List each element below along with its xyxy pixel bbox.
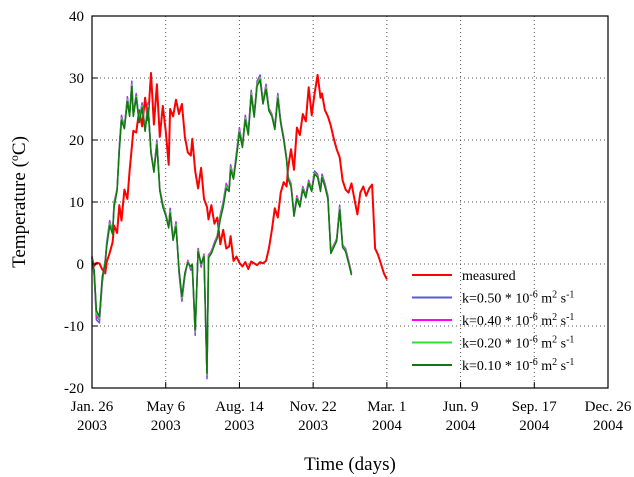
y-tick-label: 20 [69,133,84,149]
series-lines [91,72,388,380]
x-tick-year: 2003 [151,418,181,434]
y-tick-label: 30 [69,71,84,87]
x-tick-label: Dec. 26 [585,399,632,415]
x-tick-year: 2004 [519,418,550,434]
legend-label-2: k=0.40 * 10-6 m2 s-1 [462,312,574,329]
y-tick-label: -10 [64,319,84,335]
series-line-0 [91,72,388,280]
x-tick-label: May 6 [146,399,185,415]
x-tick-label: Sep. 17 [512,399,558,415]
x-tick-label: Mar. 1 [367,399,406,415]
y-tick-label: -20 [64,381,84,397]
y-tick-label: 10 [69,195,84,211]
axis-ticks: -20 -10 0 10 20 30 40 Jan. 26 2003 May 6 2003 Aug. … [64,9,632,434]
x-tick-year: 2004 [593,418,624,434]
legend-label-0: measured [462,269,516,284]
series-line-3 [91,76,353,377]
x-tick-label: Jan. 26 [71,399,114,415]
grid [92,16,608,388]
legend-label-3: k=0.20 * 10-6 m2 s-1 [462,335,574,352]
legend: measured k=0.50 * 10-6 m2 s-1 k=0.40 * 10-… [412,269,574,374]
y-tick-label: 0 [77,257,85,273]
y-tick-label: 40 [69,9,84,25]
x-tick-year: 2003 [224,418,254,434]
series-line-4 [91,79,353,374]
x-tick-year: 2003 [298,418,328,434]
legend-label-1: k=0.50 * 10-6 m2 s-1 [462,290,574,307]
x-tick-label: Jun. 9 [443,399,479,415]
plot-frame [91,15,609,389]
series-line-2 [91,75,353,378]
series-line-1 [91,74,353,380]
x-tick-year: 2004 [372,418,403,434]
legend-label-4: k=0.10 * 10-6 m2 s-1 [462,357,574,374]
x-tick-label: Nov. 22 [289,399,336,415]
x-axis-label: Time (days) [304,454,396,475]
x-tick-year: 2004 [446,418,477,434]
x-tick-label: Aug. 14 [215,399,264,415]
x-tick-year: 2003 [77,418,107,434]
y-axis-label: Temperature (oC) [7,136,30,268]
